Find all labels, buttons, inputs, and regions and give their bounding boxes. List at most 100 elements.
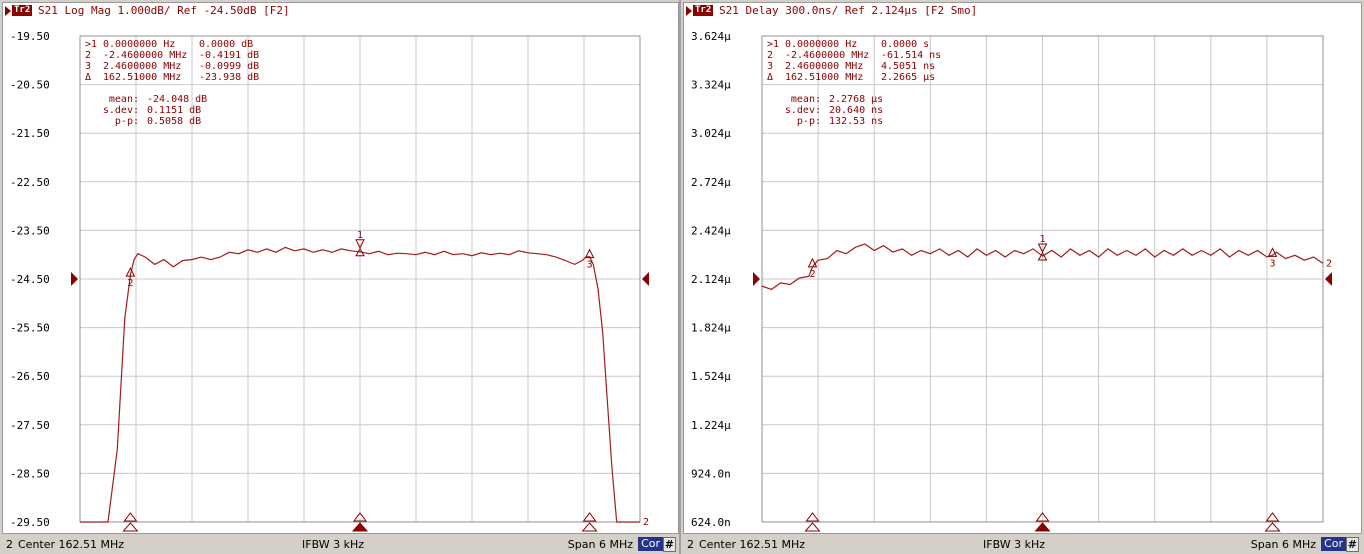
y-tick-label: 3.624µ xyxy=(691,30,731,43)
y-tick-label: -20.50 xyxy=(10,79,50,92)
marker-label: 2 xyxy=(127,278,133,289)
stat-value: 132.53 ns xyxy=(829,116,883,127)
readout-marker-id: >1 xyxy=(85,39,97,50)
trace-statistics[interactable]: mean: 2.2768 µs s.dev: 20.640 ns p-p: 132.53 … xyxy=(785,94,883,127)
readout-marker-id: 3 xyxy=(85,61,91,72)
hash-indicator[interactable]: # xyxy=(1345,537,1359,552)
trace-line[interactable] xyxy=(761,243,1324,291)
marker-triangle-up-icon xyxy=(355,247,365,257)
stimulus-marker-icon xyxy=(353,512,367,522)
stimulus-position-icon xyxy=(351,522,369,532)
group-delay-chart-area[interactable]: Tr2 S21 Delay 300.0ns/ Ref 2.124µs [F2 S… xyxy=(683,2,1362,534)
stat-label: mean: xyxy=(791,94,821,105)
y-tick-label: -26.50 xyxy=(10,370,50,383)
y-tick-label: -29.50 xyxy=(10,516,50,529)
stat-label: s.dev: xyxy=(103,105,139,116)
group-delay-panel[interactable]: Tr2 S21 Delay 300.0ns/ Ref 2.124µs [F2 S… xyxy=(681,0,1364,554)
y-tick-label: -19.50 xyxy=(10,30,50,43)
trace-header: Tr2 S21 Delay 300.0ns/ Ref 2.124µs [F2 S… xyxy=(684,3,1361,19)
marker-2[interactable]: 2 xyxy=(122,266,139,532)
channel-number: 2 xyxy=(6,538,13,551)
y-tick-label: -27.50 xyxy=(10,419,50,432)
stimulus-position-icon xyxy=(581,522,598,532)
readout-marker-id: >1 xyxy=(767,39,779,50)
stimulus-marker-icon xyxy=(1035,512,1050,522)
log-mag-panel[interactable]: Tr2 S21 Log Mag 1.000dB/ Ref -24.50dB [F… xyxy=(0,0,681,554)
readout-stimulus: 0.0000000 Hz xyxy=(103,39,175,50)
trace-tag[interactable]: Tr2 xyxy=(693,5,714,16)
readout-marker-id: 2 xyxy=(85,50,91,61)
readout-stimulus: 2.4600000 MHz xyxy=(103,61,181,72)
ifbw-setting[interactable]: IFBW 3 kHz xyxy=(302,538,365,551)
stimulus-position-icon xyxy=(1034,522,1051,532)
trace-tag[interactable]: Tr2 xyxy=(12,5,33,16)
y-tick-label: 924.0n xyxy=(691,467,731,480)
plot-frame xyxy=(761,35,1324,523)
marker-readout[interactable]: >1 0.0000000 Hz 0.0000 dB 2 -2.4600000 MHz -0… xyxy=(85,39,259,83)
reference-level-left-arrow-icon[interactable] xyxy=(753,272,760,286)
readout-value: -23.938 dB xyxy=(199,72,259,83)
center-frequency[interactable]: Center 162.51 MHz xyxy=(18,538,125,551)
readout-stimulus: 162.51000 MHz xyxy=(785,72,863,83)
trace-header-text[interactable]: S21 Delay 300.0ns/ Ref 2.124µs [F2 Smo] xyxy=(719,4,978,17)
span-setting[interactable]: Span 6 MHz xyxy=(567,538,633,551)
stat-value: -24.048 dB xyxy=(147,94,207,105)
trace-statistics[interactable]: mean: -24.048 dB s.dev: 0.1151 dB p-p: 0.5058… xyxy=(103,94,207,127)
marker-1[interactable]: 1 xyxy=(1034,234,1051,532)
readout-stimulus: -2.4600000 MHz xyxy=(103,50,187,61)
span-setting[interactable]: Span 6 MHz xyxy=(1250,538,1316,551)
y-tick-label: -24.50 xyxy=(10,273,50,286)
marker-2[interactable]: 2 xyxy=(804,257,821,532)
y-tick-label: 1.524µ xyxy=(691,370,731,383)
readout-value: 0.0000 s xyxy=(881,39,929,50)
marker-triangle-up-icon xyxy=(807,257,818,268)
y-tick-label: -25.50 xyxy=(10,322,50,335)
readout-marker-id: Δ xyxy=(767,72,773,83)
correction-badge[interactable]: Cor xyxy=(1321,537,1346,551)
panel-divider[interactable] xyxy=(679,0,681,554)
channel-status-bar: 2 Center 162.51 MHz IFBW 3 kHz Span 6 MH… xyxy=(2,536,679,553)
channel-number: 2 xyxy=(687,538,694,551)
channel-status-bar: 2 Center 162.51 MHz IFBW 3 kHz Span 6 MH… xyxy=(683,536,1362,553)
reference-level-right-arrow-icon[interactable] xyxy=(642,272,649,286)
center-frequency[interactable]: Center 162.51 MHz xyxy=(699,538,806,551)
marker-3[interactable]: 3 xyxy=(1264,247,1281,532)
y-tick-label: 3.324µ xyxy=(691,79,731,92)
readout-value: -0.0999 dB xyxy=(199,61,259,72)
marker-triangle-down-icon xyxy=(1037,243,1048,254)
marker-triangle-up-icon xyxy=(125,266,136,277)
trace-header-text[interactable]: S21 Log Mag 1.000dB/ Ref -24.50dB [F2] xyxy=(38,4,290,17)
readout-marker-id: Δ xyxy=(85,72,91,83)
stat-label: mean: xyxy=(109,94,139,105)
readout-stimulus: 0.0000000 Hz xyxy=(785,39,857,50)
marker-1[interactable]: 1 xyxy=(351,230,369,532)
trace-header: Tr2 S21 Log Mag 1.000dB/ Ref -24.50dB [F… xyxy=(3,3,678,19)
stat-label: p-p: xyxy=(797,116,821,127)
active-trace-arrow-icon xyxy=(5,6,11,16)
reference-level-left-arrow-icon[interactable] xyxy=(71,272,78,286)
ifbw-setting[interactable]: IFBW 3 kHz xyxy=(983,538,1046,551)
marker-label: 3 xyxy=(1270,258,1276,269)
y-tick-label: 1.224µ xyxy=(691,419,731,432)
reference-level-right-arrow-icon[interactable] xyxy=(1325,272,1332,286)
trace-line[interactable] xyxy=(80,246,640,523)
y-tick-label: 2.424µ xyxy=(691,224,731,237)
plot-frame xyxy=(79,35,641,523)
log-mag-plot[interactable]: -19.50 -20.50 -21.50 -22.50 -23.50 -24.50 -25.… xyxy=(3,3,678,533)
stat-label: p-p: xyxy=(115,116,139,127)
marker-3[interactable]: 3 xyxy=(581,248,598,532)
y-tick-label: -22.50 xyxy=(10,176,50,189)
readout-stimulus: 2.4600000 MHz xyxy=(785,61,863,72)
y-tick-label: 2.724µ xyxy=(691,176,731,189)
log-mag-chart-area[interactable]: Tr2 S21 Log Mag 1.000dB/ Ref -24.50dB [F… xyxy=(2,2,679,534)
marker-triangle-up-icon xyxy=(1037,251,1048,261)
y-tick-label: -28.50 xyxy=(10,467,50,480)
marker-triangle-up-icon xyxy=(1267,247,1278,257)
trace-end-label: 2 xyxy=(1326,258,1332,269)
hash-indicator[interactable]: # xyxy=(662,537,676,552)
group-delay-plot[interactable]: 3.624µ 3.324µ 3.024µ 2.724µ 2.424µ 2.124µ 1.82… xyxy=(684,3,1361,533)
correction-badge[interactable]: Cor xyxy=(638,537,663,551)
y-tick-label: -21.50 xyxy=(10,127,50,140)
marker-readout[interactable]: >1 0.0000000 Hz 0.0000 s 2 -2.4600000 MHz -61… xyxy=(767,39,941,83)
stat-value: 2.2768 µs xyxy=(829,94,883,105)
